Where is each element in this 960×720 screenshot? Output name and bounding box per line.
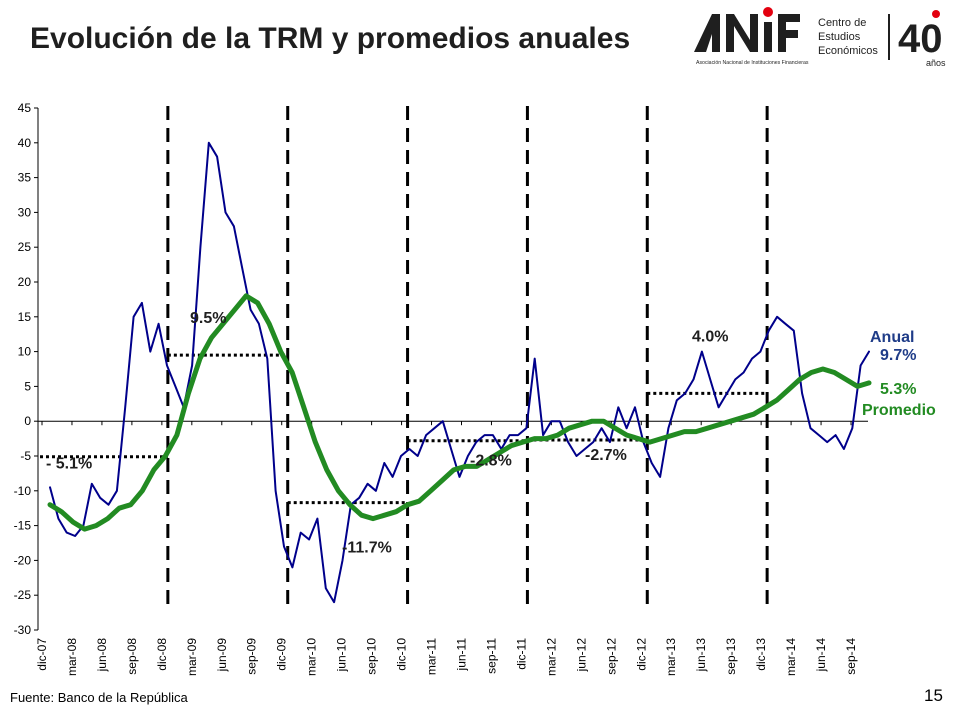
x-tick-label: dic-07 xyxy=(35,638,49,671)
y-tick-label: -25 xyxy=(14,588,32,602)
logo-anniversary-dot xyxy=(932,10,940,18)
x-tick-label: sep-13 xyxy=(724,638,738,675)
x-tick-label: mar-13 xyxy=(664,638,678,676)
x-tick-label: sep-08 xyxy=(125,638,139,675)
x-tick-label: jun-12 xyxy=(574,638,588,673)
anif-red-dot xyxy=(763,7,773,17)
reference-level-label: - 5.1% xyxy=(46,456,92,473)
x-tick-label: dic-13 xyxy=(754,638,768,671)
x-tick-label: jun-09 xyxy=(215,638,229,673)
x-tick-label: mar-11 xyxy=(425,638,439,675)
y-tick-label: -20 xyxy=(14,553,32,567)
slide-title: Evolución de la TRM y promedios anuales xyxy=(30,22,631,55)
x-tick-label: sep-14 xyxy=(844,638,858,675)
logo-center-line3: Económicos xyxy=(818,45,878,57)
y-tick-labels: -30 -25 -20 -15 -10 -5 0 5 10 15 20 25 30 35 40 45 xyxy=(14,101,38,637)
x-tick-label: mar-08 xyxy=(65,638,79,676)
series-lines xyxy=(47,141,872,604)
x-tick-label: sep-09 xyxy=(245,638,259,675)
reference-level-label: -2.7% xyxy=(585,447,627,464)
x-tick-label: jun-14 xyxy=(814,638,828,673)
logo-anniversary-number: 40 xyxy=(898,17,943,61)
annotation-anual: Anual xyxy=(870,329,914,346)
x-tick-label: jun-08 xyxy=(95,638,109,673)
x-tick-labels: dic-07 mar-08 jun-08 sep-08 dic-08 mar-09 jun-… xyxy=(35,421,858,676)
x-tick-label: sep-10 xyxy=(365,638,379,675)
page-number: 15 xyxy=(924,686,943,705)
y-tick-label: -5 xyxy=(20,449,31,463)
x-tick-label: jun-13 xyxy=(694,638,708,673)
reference-level-label: -2.8% xyxy=(470,453,512,470)
year-boundary-lines xyxy=(166,106,769,612)
x-tick-label: dic-08 xyxy=(155,638,169,671)
x-tick-label: sep-11 xyxy=(484,638,498,674)
x-tick-label: jun-11 xyxy=(454,638,468,672)
anif-logo: Asociación Nacional de Instituciones Fin… xyxy=(694,7,946,68)
anual-series-line xyxy=(49,141,870,604)
y-tick-label: -30 xyxy=(14,623,32,637)
anif-subtitle: Asociación Nacional de Instituciones Fin… xyxy=(696,60,809,66)
y-tick-label: 25 xyxy=(18,240,32,254)
y-tick-label: 30 xyxy=(18,205,32,219)
x-tick-label: jun-10 xyxy=(335,638,349,673)
logo-divider xyxy=(888,14,890,60)
y-tick-label: 0 xyxy=(24,414,31,428)
x-tick-label: mar-12 xyxy=(544,638,558,676)
x-tick-label: sep-12 xyxy=(604,638,618,675)
logo-center-line1: Centro de xyxy=(818,17,866,29)
y-tick-label: 20 xyxy=(18,275,32,289)
x-tick-label: mar-10 xyxy=(305,638,319,676)
y-tick-label: -15 xyxy=(14,519,32,533)
promedio-series-line xyxy=(47,293,872,532)
y-tick-label: -10 xyxy=(14,484,32,498)
anif-wordmark xyxy=(694,14,800,52)
x-tick-label: mar-09 xyxy=(185,638,199,676)
x-tick-label: dic-12 xyxy=(634,638,648,671)
reference-level-label: 4.0% xyxy=(692,328,728,345)
reference-level-label: -11.7% xyxy=(342,540,392,557)
x-tick-label: dic-09 xyxy=(275,638,289,671)
logo-anniversary-word: años xyxy=(926,58,946,68)
logo-center-line2: Estudios xyxy=(818,31,861,43)
x-tick-label: dic-11 xyxy=(514,638,528,670)
annotation-9-7-: 9.7% xyxy=(880,347,916,364)
source-note: Fuente: Banco de la República xyxy=(10,690,188,705)
annotation-promedio: Promedio xyxy=(862,402,936,419)
chart-axes xyxy=(37,108,868,630)
annotation-5-3-: 5.3% xyxy=(880,381,916,398)
y-tick-label: 15 xyxy=(18,310,32,324)
y-tick-label: 5 xyxy=(24,379,31,393)
x-tick-label: mar-14 xyxy=(784,638,798,676)
y-tick-label: 10 xyxy=(18,345,32,359)
y-tick-label: 40 xyxy=(18,136,32,150)
reference-level-label: 9.5% xyxy=(190,310,226,327)
y-tick-label: 45 xyxy=(18,101,32,115)
y-tick-label: 35 xyxy=(18,171,32,185)
x-tick-label: dic-10 xyxy=(395,638,409,671)
